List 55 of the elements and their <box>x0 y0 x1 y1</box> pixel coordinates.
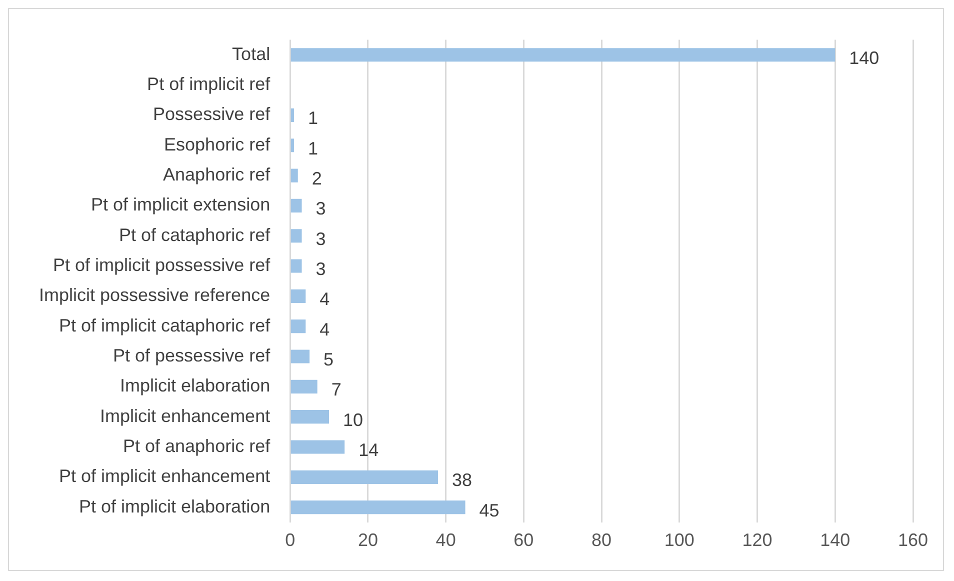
y-tick-label: Implicit possessive reference <box>38 285 270 306</box>
y-tick-label: Pt of cataphoric ref <box>119 224 272 245</box>
y-tick-label: Pt of anaphoric ref <box>122 436 272 456</box>
data-label: 4 <box>320 319 330 340</box>
x-tick-label: 140 <box>820 530 850 550</box>
bar <box>290 350 310 364</box>
data-label: 45 <box>479 500 500 520</box>
x-tick-label: 60 <box>514 530 534 550</box>
y-tick-label: Implicit enhancement <box>100 406 270 426</box>
bar <box>290 470 438 484</box>
bar <box>290 320 306 334</box>
data-label: 38 <box>452 470 472 490</box>
bar <box>290 48 836 62</box>
data-label: 14 <box>358 440 379 460</box>
bar <box>290 289 306 303</box>
y-tick-label: Total <box>232 44 270 64</box>
data-label: 2 <box>312 168 322 188</box>
x-tick-label: 0 <box>285 530 296 550</box>
data-label: 3 <box>316 228 326 249</box>
y-tick-label: Possessive ref <box>153 104 272 124</box>
bar <box>290 108 294 122</box>
y-tick-label: Pt of implicit cataphoric ref <box>59 315 272 336</box>
bar <box>290 138 294 152</box>
y-tick-label: Pt of implicit enhancement <box>58 466 270 486</box>
y-tick-label: Pt of implicit elaboration <box>78 496 270 516</box>
bar <box>290 500 466 514</box>
data-label: 3 <box>316 198 326 219</box>
data-label: 5 <box>324 349 334 370</box>
x-tick-label: 100 <box>664 530 694 550</box>
data-label: 3 <box>316 258 326 279</box>
bar <box>290 198 302 212</box>
bar <box>290 440 345 454</box>
data-label: 7 <box>331 380 342 400</box>
x-tick-label: 40 <box>436 530 456 550</box>
x-tick-label: 80 <box>592 530 612 550</box>
data-label: 1 <box>308 108 318 128</box>
y-tick-label: Pt of implicit possessive ref <box>53 254 272 275</box>
x-tick-label: 20 <box>358 530 378 550</box>
x-tick-label: 120 <box>742 530 772 550</box>
bar <box>290 229 302 243</box>
data-label: 4 <box>320 289 330 310</box>
y-tick-label: Esophoric ref <box>164 134 272 154</box>
y-tick-label: Implicit elaboration <box>120 376 270 396</box>
data-label: 10 <box>343 410 364 430</box>
y-tick-label: Anaphoric ref <box>163 164 272 184</box>
x-tick-label: 160 <box>898 530 928 550</box>
y-tick-label: Pt of pessessive ref <box>113 345 272 366</box>
y-tick-label: Pt of implicit extension <box>91 194 270 215</box>
y-tick-label: Pt of implicit ref <box>147 74 272 94</box>
bar <box>290 380 318 394</box>
bar <box>290 168 298 182</box>
data-label: 1 <box>308 138 318 158</box>
data-label: 140 <box>849 48 880 68</box>
bar <box>290 259 302 273</box>
bar <box>290 410 330 424</box>
